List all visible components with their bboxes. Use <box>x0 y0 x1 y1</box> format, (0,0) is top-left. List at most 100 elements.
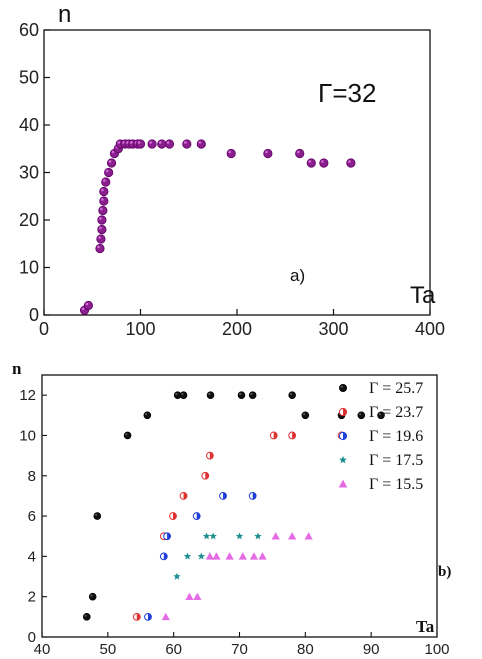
panel-b-y-tick-label: 2 <box>28 589 36 606</box>
panel-a-data-point <box>101 177 111 187</box>
panel-a-x-axis-label: Ta <box>410 282 436 309</box>
panel-a-data-point <box>95 243 105 254</box>
panel-b-y-axis-label: n <box>12 359 22 378</box>
panel-a-data-point-highlight <box>100 207 103 211</box>
panel-a-x-tick-label: 200 <box>222 319 252 339</box>
panel-b-legend: Γ = 25.7 Γ = 23.7 Γ = 19.6 Γ = 17.5 Γ = 15.5 <box>338 380 423 493</box>
panel-b-data-point-highlight <box>378 413 381 416</box>
panel-b-x-tick-label: 80 <box>297 641 314 658</box>
panel-a-y-tick-label: 10 <box>19 258 39 278</box>
panel-b-chart: 40 50 60 70 80 90 100 0 2 4 6 8 10 12 Γ = 25.7 Γ = 23.… <box>12 359 451 658</box>
panel-b-x-tick-label: 50 <box>99 641 116 658</box>
panel-b-data-point-highlight <box>289 392 293 396</box>
panel-b-data-point <box>179 492 188 500</box>
panel-a-data-point-highlight <box>122 141 125 144</box>
panel-b-data-point-highlight <box>84 614 87 617</box>
panel-a-data-point-highlight <box>129 141 133 144</box>
panel-b-data-point <box>269 431 278 440</box>
legend-entry-label: Γ = 25.7 <box>369 380 423 397</box>
panel-b-data-point <box>185 592 194 600</box>
panel-a-data-point-highlight <box>85 302 89 306</box>
panel-a-chart: 0 100 200 300 400 0 10 20 30 40 50 60 n Ta Γ=32 a) <box>19 1 445 339</box>
panel-b-data-point <box>248 391 257 399</box>
panel-b-data-point-highlight <box>239 392 242 396</box>
legend-marker <box>338 407 348 417</box>
panel-b-x-axis-label: Ta <box>416 617 435 636</box>
panel-b-data-point <box>202 532 211 540</box>
panel-b-data-point <box>82 613 91 621</box>
panel-b-data-point <box>205 552 214 560</box>
panel-b-data-point <box>192 512 201 520</box>
panel-b-data-point <box>183 552 192 560</box>
panel-b-data-point <box>159 552 168 561</box>
panel-a-y-tick-label: 30 <box>19 163 39 183</box>
panel-b-data-point <box>163 532 171 541</box>
panel-a-x-tick-label: 0 <box>39 319 49 339</box>
panel-a-data-point-highlight <box>137 141 141 144</box>
panel-b-data-point <box>93 512 102 520</box>
panel-b-data-point <box>209 532 217 540</box>
panel-b-data-point <box>206 391 215 399</box>
panel-a-data-point <box>96 234 106 244</box>
panel-b-y-tick-label: 0 <box>28 629 36 646</box>
panel-a-data-point <box>99 186 109 197</box>
panel-a-data-point <box>263 148 273 159</box>
panel-a-data-point-highlight <box>98 236 101 239</box>
panel-b-x-tick-label: 90 <box>363 641 380 658</box>
panel-a-data-point-highlight <box>308 160 312 163</box>
panel-b-y-tick-label: 4 <box>28 548 36 565</box>
panel-b-data-point <box>304 532 313 540</box>
panel-a-data-point-highlight <box>111 150 115 154</box>
panel-b-data-point <box>225 552 234 560</box>
panel-b-y-tick-label: 12 <box>19 387 36 404</box>
panel-a-data-point-highlight <box>321 160 324 163</box>
panel-b-data-point-highlight <box>145 413 148 416</box>
panel-a-data-point <box>196 139 206 149</box>
panel-a-x-tick-label: 300 <box>318 319 348 339</box>
panel-a-data-point-highlight <box>158 141 162 144</box>
panel-a-data-point-highlight <box>228 150 232 154</box>
panel-a-data-point <box>97 215 107 225</box>
panel-b-data-point <box>144 612 152 621</box>
legend-marker <box>338 479 348 488</box>
panel-a-data-point <box>319 158 329 168</box>
panel-b-data-point <box>258 552 267 560</box>
panel-a-data-point <box>97 224 107 235</box>
panel-b-data-point-highlight <box>125 433 128 436</box>
panel-b-data-point <box>288 431 297 440</box>
panel-a-label: a) <box>290 266 305 285</box>
panel-a-data-point <box>99 196 109 206</box>
panel-a-data-point <box>104 167 114 178</box>
panel-a-data-point <box>106 158 117 168</box>
panel-b-y-tick-label: 8 <box>28 468 36 485</box>
panel-a-data-point <box>135 139 146 149</box>
legend-entry-label: Γ = 15.5 <box>369 476 423 493</box>
panel-b-data-point <box>132 612 141 621</box>
panel-b-data-point <box>238 552 247 560</box>
panel-b-data-point <box>205 451 214 460</box>
legend-entry-label: Γ = 23.7 <box>369 404 423 421</box>
panel-b-data-point <box>357 411 366 420</box>
panel-a-data-point <box>83 300 93 311</box>
panel-b-data-point <box>161 612 170 621</box>
panel-b-y-tick-label: 10 <box>19 427 36 444</box>
panel-a-x-tick-label: 400 <box>415 319 445 339</box>
panel-b-data-point-highlight <box>90 594 93 597</box>
panel-a-data-point-highlight <box>296 150 300 154</box>
panel-a-data-point <box>295 148 305 159</box>
legend-entry-label: Γ = 17.5 <box>369 452 423 469</box>
panel-b-data-point <box>169 512 177 520</box>
panel-a-data-point <box>346 158 356 168</box>
panel-a-data-point <box>226 148 236 159</box>
panel-a-data-point-highlight <box>117 141 121 144</box>
panel-a-data-point-highlight <box>348 160 351 163</box>
panel-b-data-point <box>288 391 296 399</box>
panel-a-data-point-highlight <box>99 217 102 220</box>
panel-b-data-point-highlight <box>359 413 362 416</box>
panel-b-data-point <box>123 431 132 440</box>
panel-b-data-point-highlight <box>303 413 306 416</box>
legend-marker <box>338 383 347 392</box>
panel-b-data-point <box>288 532 297 540</box>
panel-b-label: b) <box>438 564 451 580</box>
panel-a-data-point-highlight <box>99 226 102 230</box>
